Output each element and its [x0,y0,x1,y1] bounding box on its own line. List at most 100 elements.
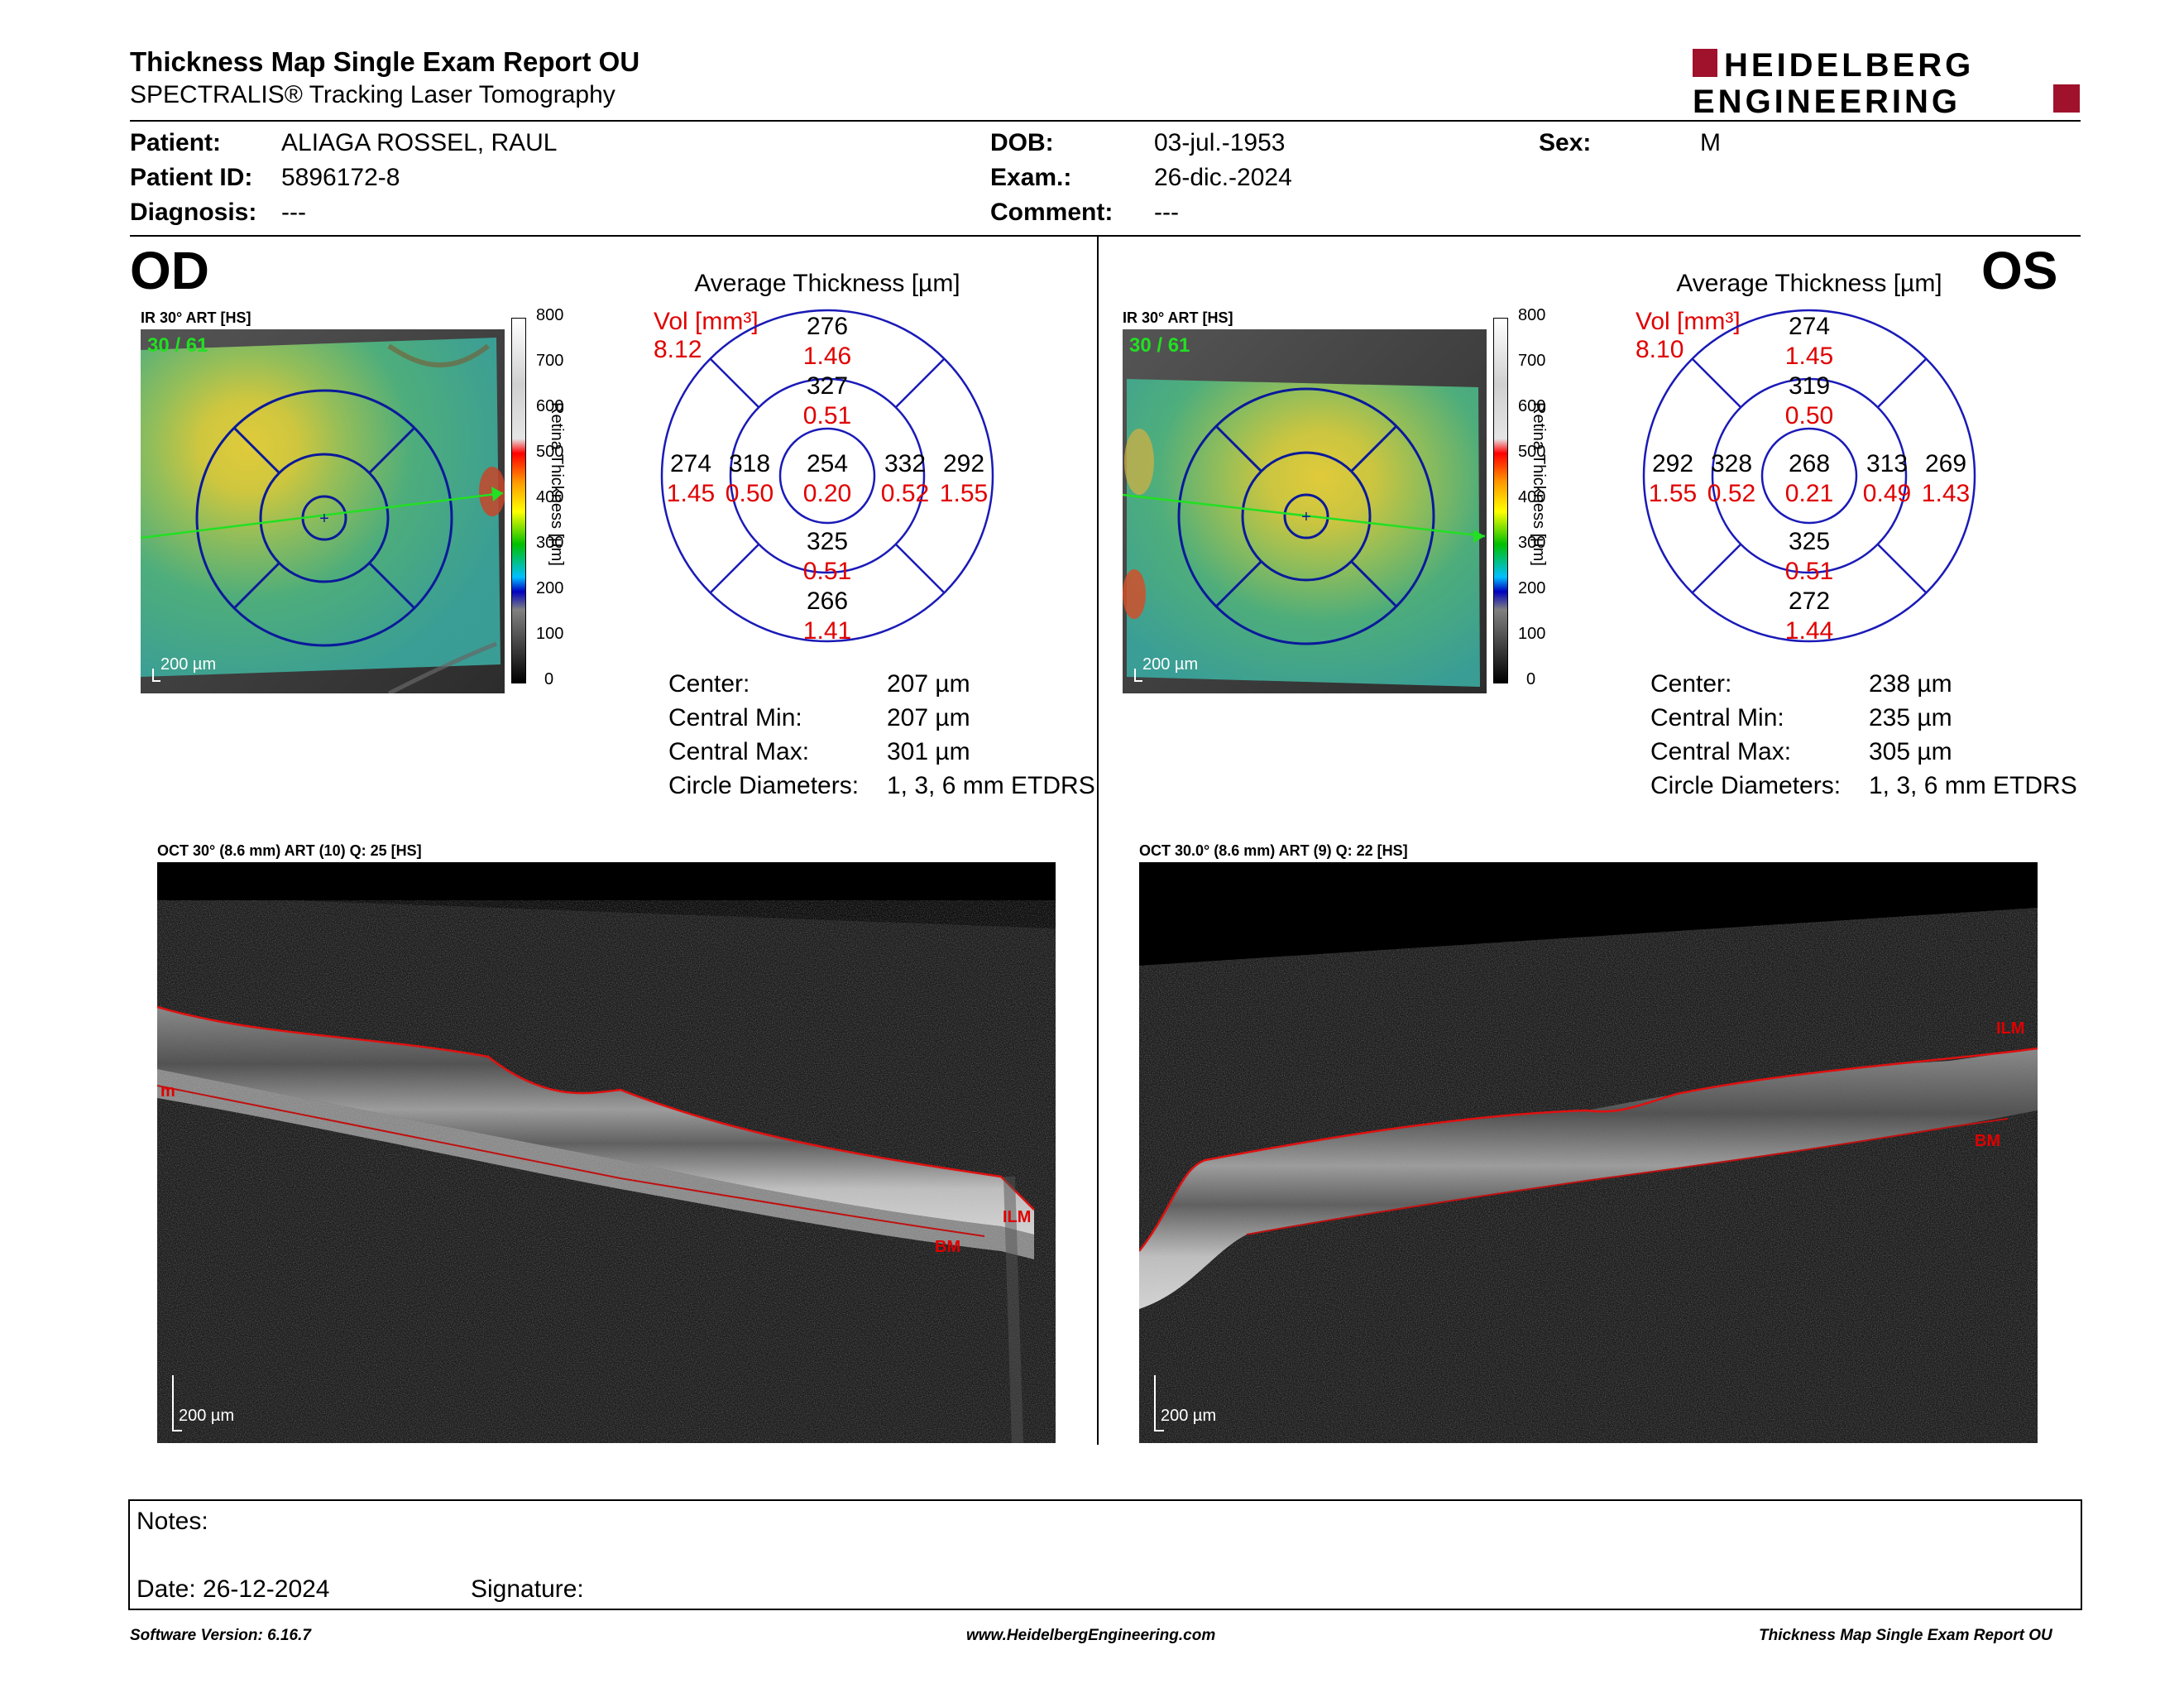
os-oct-ilm-label: ILM [1996,1019,2025,1038]
od-center-thickness: 254 [806,450,849,477]
od-tick-0: 0 [544,670,554,688]
od-inner-bottom-volume: 0.51 [802,558,852,585]
os-stat-center-value: 238 µm [1869,670,1952,698]
os-oct-scan: ILM BM 200 µm [1139,862,2038,1443]
notes-box[interactable]: Notes: Date: 26-12-2024 Signature: [128,1499,2082,1610]
sex-label: Sex: [1539,129,1592,156]
diagnosis-value: --- [281,199,306,226]
od-oct-scan: ILM BM m 200 µm [157,862,1056,1443]
os-inner-bottom-thickness: 325 [1788,528,1831,555]
od-oct-label: OCT 30° (8.6 mm) ART (10) Q: 25 [HS] [157,842,422,859]
os-tick-100: 100 [1518,625,1546,643]
os-tick-300: 300 [1518,534,1546,552]
notes-date: Date: 26-12-2024 [136,1575,330,1603]
od-colorbar-title: Retina Thickness [µm] [548,402,566,566]
dob-value: 03-jul.-1953 [1154,129,1286,156]
footer-website[interactable]: www.HeidelbergEngineering.com [966,1627,1216,1644]
od-ir-label: IR 30° ART [HS] [141,309,251,326]
os-tick-600: 600 [1518,397,1546,415]
od-oct-ilm-label: ILM [1003,1208,1032,1226]
od-outer-left-thickness: 274 [669,450,712,477]
od-tick-100: 100 [536,625,564,643]
os-tick-400: 400 [1518,488,1546,506]
od-outer-right-volume: 1.55 [939,480,989,507]
os-frame-counter: 30 / 61 [1129,334,1190,357]
od-tick-500: 500 [536,443,564,461]
od-stat-diam-value: 1, 3, 6 mm ETDRS [887,772,1095,799]
od-vol-label: Vol [mm³] [654,308,759,335]
os-center-thickness: 268 [1788,450,1831,477]
od-tick-300: 300 [536,534,564,552]
od-inner-right-volume: 0.52 [880,480,930,507]
od-oct-scale: 200 µm [179,1407,235,1425]
footer-software-version: Software Version: 6.16.7 [130,1627,311,1644]
os-outer-bottom-thickness: 272 [1788,587,1831,615]
os-inner-left-volume: 0.52 [1707,480,1756,507]
od-outer-top-thickness: 276 [806,313,849,340]
report-title: Thickness Map Single Exam Report OU [130,46,640,77]
od-stat-max-label: Central Max: [668,738,810,765]
footer-report-name: Thickness Map Single Exam Report OU [1759,1627,2052,1644]
os-inner-top-thickness: 319 [1788,372,1831,400]
os-oct-label: OCT 30.0° (8.6 mm) ART (9) Q: 22 [HS] [1139,842,1408,859]
os-oct-bm-label: BM [1975,1132,2001,1150]
os-tick-200: 200 [1518,579,1546,597]
notes-label: Notes: [136,1508,208,1535]
od-stat-min-label: Central Min: [668,704,802,731]
os-outer-bottom-volume: 1.44 [1784,617,1834,645]
os-outer-right-volume: 1.43 [1921,480,1971,507]
od-inner-left-volume: 0.50 [725,480,774,507]
os-stat-max-value: 305 µm [1869,738,1952,765]
patient-name: ALIAGA ROSSEL, RAUL [281,129,558,156]
patient-label: Patient: [130,129,222,156]
comment-value: --- [1154,199,1179,226]
od-stat-center-label: Center: [668,670,750,698]
od-vol-value: 8.12 [654,336,702,363]
od-thickness-map: + 30 / 61 200 µm [141,329,505,693]
os-stat-max-label: Central Max: [1650,738,1792,765]
os-ir-label: IR 30° ART [HS] [1123,309,1233,326]
od-oct-left-label: m [160,1082,175,1101]
os-inner-left-thickness: 328 [1710,450,1753,477]
od-tick-800: 800 [536,306,564,324]
od-inner-top-volume: 0.51 [802,402,852,429]
exam-label: Exam.: [990,164,1072,191]
os-inner-bottom-volume: 0.51 [1784,558,1834,585]
od-scale: 200 µm [160,655,217,674]
od-frame-counter: 30 / 61 [147,334,208,357]
os-colorbar-title: Retina Thickness [µm] [1530,402,1548,566]
os-colorbar [1493,318,1508,683]
os-stat-diam-value: 1, 3, 6 mm ETDRS [1869,772,2077,799]
os-outer-top-volume: 1.45 [1784,343,1834,370]
notes-signature: Signature: [471,1575,584,1603]
od-stat-max-value: 301 µm [887,738,970,765]
exam-value: 26-dic.-2024 [1154,164,1292,191]
od-oct-bm-label: BM [935,1238,961,1256]
od-avg-title: Average Thickness [µm] [694,270,960,297]
od-tick-200: 200 [536,579,564,597]
od-stat-diam-label: Circle Diameters: [668,772,860,799]
os-tick-700: 700 [1518,352,1546,370]
os-vol-value: 8.10 [1636,336,1684,363]
os-tick-500: 500 [1518,443,1546,461]
sex-value: M [1700,129,1721,156]
os-avg-title: Average Thickness [µm] [1676,270,1942,297]
report-subtitle: SPECTRALIS® Tracking Laser Tomography [130,81,615,108]
od-stat-center-value: 207 µm [887,670,970,698]
os-center-volume: 0.21 [1784,480,1834,507]
od-stat-min-value: 207 µm [887,704,970,731]
od-inner-right-thickness: 332 [884,450,927,477]
od-outer-bottom-thickness: 266 [806,587,849,615]
os-thickness-map: + 30 / 61 200 µm [1123,329,1487,693]
os-inner-right-volume: 0.49 [1862,480,1912,507]
os-label: OS [1981,241,2058,300]
os-etdrs-grid [1642,309,1976,643]
patient-id: 5896172-8 [281,164,400,191]
os-stat-center-label: Center: [1650,670,1732,698]
od-center-volume: 0.20 [802,480,852,507]
od-colorbar [511,318,526,683]
os-tick-800: 800 [1518,306,1546,324]
comment-label: Comment: [990,199,1114,226]
os-stat-min-label: Central Min: [1650,704,1784,731]
os-outer-left-volume: 1.55 [1648,480,1698,507]
